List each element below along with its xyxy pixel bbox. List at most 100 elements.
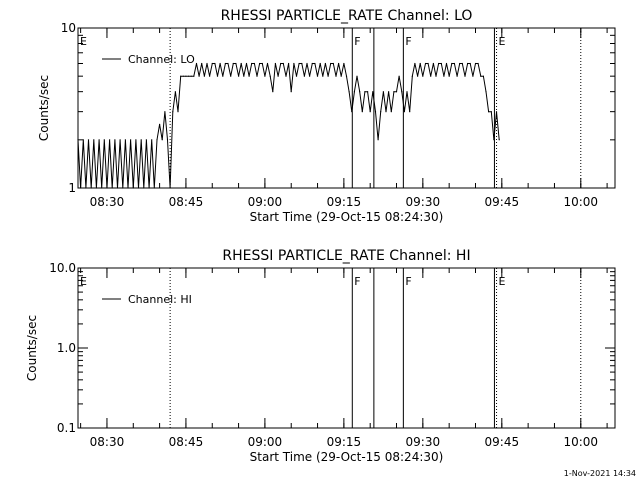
data-point xyxy=(87,139,90,141)
data-point xyxy=(272,91,274,93)
data-point xyxy=(330,62,332,65)
panel-1: RHESSI PARTICLE_RATE Channel: LO 08:30 08:… xyxy=(37,8,616,224)
x-tick-label: 09:00 xyxy=(248,195,283,209)
data-point xyxy=(266,62,269,65)
data-point xyxy=(119,139,121,141)
data-point xyxy=(388,91,390,93)
data-point xyxy=(306,62,308,65)
data-point xyxy=(161,139,163,141)
x-tick-label: 09:45 xyxy=(485,195,520,209)
data-point xyxy=(130,139,132,141)
data-point xyxy=(85,187,87,189)
data-point xyxy=(172,111,174,113)
data-point xyxy=(206,62,208,65)
x-tick-label: 09:45 xyxy=(485,435,520,449)
data-point xyxy=(253,62,255,65)
data-point xyxy=(398,75,400,77)
data-point xyxy=(151,139,153,141)
data-point xyxy=(80,187,82,189)
data-point xyxy=(493,139,495,141)
data-point xyxy=(377,139,379,141)
data-point xyxy=(238,75,240,77)
data-point xyxy=(319,62,321,65)
event-marker-label: F xyxy=(405,35,411,48)
data-point xyxy=(322,75,324,77)
data-point xyxy=(485,91,487,93)
event-marker-label: E xyxy=(499,275,506,288)
data-point xyxy=(469,62,471,65)
data-point xyxy=(116,187,119,189)
data-point xyxy=(369,111,371,113)
x-tick-label: 08:45 xyxy=(169,435,204,449)
series-line xyxy=(77,63,500,189)
data-point xyxy=(464,75,466,77)
y-axis-label: Counts/sec xyxy=(25,315,39,381)
data-point xyxy=(367,91,369,93)
data-point xyxy=(201,62,203,65)
data-point xyxy=(390,111,392,113)
data-point xyxy=(280,62,282,65)
data-point xyxy=(374,111,377,113)
data-point xyxy=(243,75,245,77)
x-tick-label: 09:30 xyxy=(406,195,441,209)
data-point xyxy=(414,62,416,65)
data-point xyxy=(180,75,182,77)
data-point xyxy=(453,62,455,65)
data-point xyxy=(298,62,300,65)
data-point xyxy=(143,187,145,189)
data-point xyxy=(95,187,97,189)
x-tick-label: 08:30 xyxy=(90,195,125,209)
data-point xyxy=(443,75,445,77)
data-point xyxy=(467,62,469,65)
x-tick-label: 08:30 xyxy=(90,435,125,449)
panel-2: RHESSI PARTICLE_RATE Channel: HI 08:30 08:… xyxy=(25,248,616,464)
y-tick-label: 1 xyxy=(68,181,76,195)
data-point xyxy=(195,62,198,65)
x-tick-label: 10:00 xyxy=(563,435,598,449)
data-point xyxy=(314,62,316,65)
data-point xyxy=(111,187,113,189)
data-point xyxy=(311,62,313,65)
data-point xyxy=(430,75,432,77)
data-point xyxy=(240,62,242,65)
chart-title: RHESSI PARTICLE_RATE Channel: LO xyxy=(221,8,473,24)
data-point xyxy=(332,62,334,65)
data-point xyxy=(169,187,171,189)
x-tick-label: 09:30 xyxy=(406,435,441,449)
data-point xyxy=(385,111,387,113)
data-point xyxy=(411,75,413,77)
data-point xyxy=(380,111,382,113)
data-point xyxy=(488,111,490,113)
x-tick-label: 09:15 xyxy=(327,195,362,209)
data-point xyxy=(256,75,258,77)
x-tick-label: 09:15 xyxy=(327,435,362,449)
data-point xyxy=(248,75,250,77)
data-point xyxy=(127,187,129,189)
data-point xyxy=(335,75,337,77)
data-point xyxy=(401,91,403,93)
data-point xyxy=(356,75,358,77)
data-point xyxy=(409,111,411,113)
data-point xyxy=(103,139,105,141)
data-point xyxy=(216,75,219,77)
data-point xyxy=(232,62,234,65)
data-point xyxy=(495,111,498,113)
data-point xyxy=(277,75,279,77)
data-point xyxy=(269,75,271,77)
data-point xyxy=(251,62,253,65)
data-point xyxy=(361,111,363,113)
data-point xyxy=(364,91,366,93)
data-point xyxy=(301,62,303,65)
data-point xyxy=(490,111,492,113)
data-point xyxy=(295,75,298,77)
data-point xyxy=(77,139,79,141)
data-point xyxy=(303,75,305,77)
event-marker-label: E xyxy=(499,35,506,48)
data-point xyxy=(132,187,134,189)
data-point xyxy=(288,62,290,65)
data-point xyxy=(403,111,405,113)
data-point xyxy=(235,62,237,65)
data-point xyxy=(114,139,116,141)
data-point xyxy=(343,62,345,65)
